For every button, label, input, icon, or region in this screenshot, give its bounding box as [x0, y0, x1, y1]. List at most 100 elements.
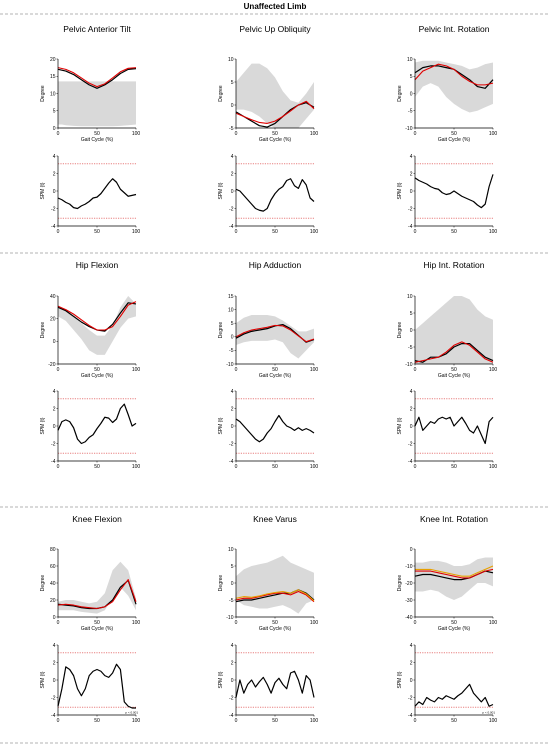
knee-flexion-angle-series-red-line	[57, 579, 137, 610]
knee-flexion-spm-series-black-line	[57, 663, 136, 709]
pelvic-up-obliquity-angle-x-axis-label: Gait Cycle (%)	[259, 137, 292, 143]
knee-flexion-spm-x-tick-label: 0	[57, 718, 60, 724]
pelvic-int-rotation-angle-x-tick-label: 100	[489, 131, 498, 137]
hip-adduction-angle-y-tick-label: 0	[231, 335, 234, 341]
hip-adduction-spm-x-tick-label: 50	[272, 464, 278, 470]
knee-varus-angle-y-axis-label: Degree	[218, 575, 224, 592]
pelvic-int-rotation-spm-chart: -4 -2 0 2 4 0 50 100 SPM {t}	[397, 154, 497, 235]
hip-adduction-spm-y-tick-label: 4	[231, 389, 234, 395]
knee-varus-angle-variability-band	[236, 555, 314, 614]
pelvic-int-rotation-spm-y-tick-label: 4	[410, 154, 413, 160]
knee-int-rotation-angle-title: Knee Int. Rotation	[420, 514, 488, 524]
pelvic-int-rotation-angle-series-red-line	[414, 63, 494, 86]
knee-varus-spm-y-tick-label: -4	[229, 713, 234, 719]
hip-adduction-spm-x-tick-label: 100	[310, 464, 319, 470]
pelvic-int-rotation-spm-x-tick-label: 50	[451, 229, 457, 235]
knee-flexion-angle-x-tick-label: 0	[57, 620, 60, 626]
knee-flexion-angle-title: Knee Flexion	[72, 514, 122, 524]
hip-int-rotation-angle-x-tick-label: 50	[451, 367, 457, 373]
knee-int-rotation-spm-x-tick-label: 100	[489, 718, 498, 724]
pelvic-int-rotation-angle-x-tick-label: 50	[451, 131, 457, 137]
pelvic-up-obliquity-angle-y-axis-label: Degree	[218, 85, 224, 102]
knee-flexion-spm-y-tick-label: 0	[53, 678, 56, 684]
hip-adduction-spm-series-black-line	[235, 414, 315, 443]
knee-flexion-spm-y-axis-label: SPM {t}	[40, 671, 46, 688]
pelvic-anterior-tilt-angle-y-tick-label: 10	[50, 91, 56, 97]
hip-flexion-spm-x-tick-label: 50	[94, 464, 100, 470]
knee-int-rotation-spm-series-black-line	[414, 683, 494, 707]
knee-varus-angle-y-tick-label: -5	[229, 598, 234, 604]
knee-flexion-angle-x-tick-label: 100	[132, 620, 141, 626]
knee-flexion-spm-y-tick-label: -4	[51, 713, 56, 719]
hip-int-rotation-angle-y-axis-label: Degree	[397, 322, 403, 339]
pelvic-up-obliquity-angle-y-tick-label: 5	[231, 80, 234, 86]
pelvic-up-obliquity-spm-x-tick-label: 50	[272, 229, 278, 235]
knee-varus-angle-series-red-line	[235, 590, 315, 603]
pelvic-int-rotation-angle-y-tick-label: -10	[405, 126, 412, 132]
knee-varus-spm-y-tick-label: 2	[231, 660, 234, 666]
knee-flexion-angle-y-tick-label: 0	[53, 615, 56, 621]
hip-flexion-angle-x-axis-label: Gait Cycle (%)	[81, 373, 114, 379]
pelvic-anterior-tilt-spm-x-tick-label: 50	[94, 229, 100, 235]
knee-int-rotation-angle-chart: Knee Int. Rotation -40 -30 -20 -10 0 0 50 100 Gai…	[397, 514, 497, 632]
hip-adduction-spm-y-tick-label: 0	[231, 424, 234, 430]
pelvic-int-rotation-spm-y-tick-label: 0	[410, 189, 413, 195]
knee-int-rotation-spm-p-value-note: p < 0.001	[482, 711, 495, 715]
hip-int-rotation-angle-x-tick-label: 100	[489, 367, 498, 373]
hip-int-rotation-angle-y-tick-label: -5	[408, 345, 413, 351]
hip-adduction-angle-variability-band	[236, 315, 314, 359]
hip-adduction-angle-y-axis-label: Degree	[218, 322, 224, 339]
knee-varus-angle-y-tick-label: -10	[226, 615, 233, 621]
hip-int-rotation-angle-x-axis-label: Gait Cycle (%)	[438, 373, 471, 379]
hip-adduction-spm-y-tick-label: -4	[229, 459, 234, 465]
hip-flexion-angle-y-tick-label: 20	[50, 316, 56, 322]
pelvic-anterior-tilt-spm-x-tick-label: 0	[57, 229, 60, 235]
hip-adduction-angle-x-tick-label: 0	[235, 367, 238, 373]
knee-int-rotation-spm-y-tick-label: 4	[410, 643, 413, 649]
pelvic-up-obliquity-angle-y-tick-label: -5	[229, 126, 234, 132]
pelvic-up-obliquity-angle-x-tick-label: 100	[310, 131, 319, 137]
hip-adduction-angle-chart: Hip Adduction -10 -5 0 5 10 15 0 50 100 Gait Cycle…	[218, 260, 318, 379]
hip-adduction-spm-x-tick-label: 0	[235, 464, 238, 470]
hip-int-rotation-spm-x-tick-label: 50	[451, 464, 457, 470]
figure-title: Unaffected Limb	[244, 2, 307, 11]
knee-int-rotation-spm-y-axis-label: SPM {t}	[397, 671, 403, 688]
hip-int-rotation-angle-title: Hip Int. Rotation	[424, 260, 485, 270]
knee-int-rotation-angle-x-tick-label: 50	[451, 620, 457, 626]
hip-adduction-angle-y-tick-label: 10	[228, 307, 234, 313]
pelvic-anterior-tilt-spm-y-tick-label: 0	[53, 189, 56, 195]
hip-adduction-angle-series-red-line	[235, 324, 315, 343]
knee-int-rotation-angle-x-tick-label: 100	[489, 620, 498, 626]
pelvic-int-rotation-spm-x-tick-label: 0	[414, 229, 417, 235]
pelvic-anterior-tilt-angle-y-axis-label: Degree	[40, 85, 46, 102]
knee-varus-angle-series-orange-line	[235, 589, 315, 602]
pelvic-up-obliquity-angle-variability-band	[236, 63, 314, 128]
hip-flexion-spm-y-tick-label: 2	[53, 406, 56, 412]
pelvic-up-obliquity-spm-y-tick-label: 4	[231, 154, 234, 160]
knee-int-rotation-spm-x-tick-label: 50	[451, 718, 457, 724]
pelvic-anterior-tilt-angle-x-tick-label: 0	[57, 131, 60, 137]
hip-int-rotation-angle-series-red-line	[414, 341, 494, 363]
hip-flexion-spm-series-black-line	[57, 403, 137, 445]
pelvic-int-rotation-angle-y-axis-label: Degree	[397, 85, 403, 102]
hip-int-rotation-spm-x-tick-label: 0	[414, 464, 417, 470]
hip-flexion-spm-y-axis-label: SPM {t}	[40, 417, 46, 434]
hip-flexion-spm-y-tick-label: -4	[51, 459, 56, 465]
pelvic-anterior-tilt-angle-y-tick-label: 0	[53, 126, 56, 132]
knee-varus-spm-x-tick-label: 0	[235, 718, 238, 724]
hip-adduction-angle-x-tick-label: 50	[272, 367, 278, 373]
pelvic-up-obliquity-spm-x-tick-label: 100	[310, 229, 319, 235]
knee-int-rotation-spm-y-tick-label: 0	[410, 678, 413, 684]
knee-int-rotation-angle-x-tick-label: 0	[414, 620, 417, 626]
pelvic-up-obliquity-spm-y-tick-label: -2	[229, 206, 234, 212]
hip-int-rotation-spm-y-axis-label: SPM {t}	[397, 417, 403, 434]
pelvic-anterior-tilt-angle-variability-band	[58, 81, 136, 127]
hip-int-rotation-spm-x-tick-label: 100	[489, 464, 498, 470]
knee-flexion-angle-x-tick-label: 50	[94, 620, 100, 626]
hip-flexion-spm-y-tick-label: -2	[51, 441, 56, 447]
knee-int-rotation-spm-x-tick-label: 0	[414, 718, 417, 724]
knee-int-rotation-angle-series-red-line	[415, 568, 494, 579]
